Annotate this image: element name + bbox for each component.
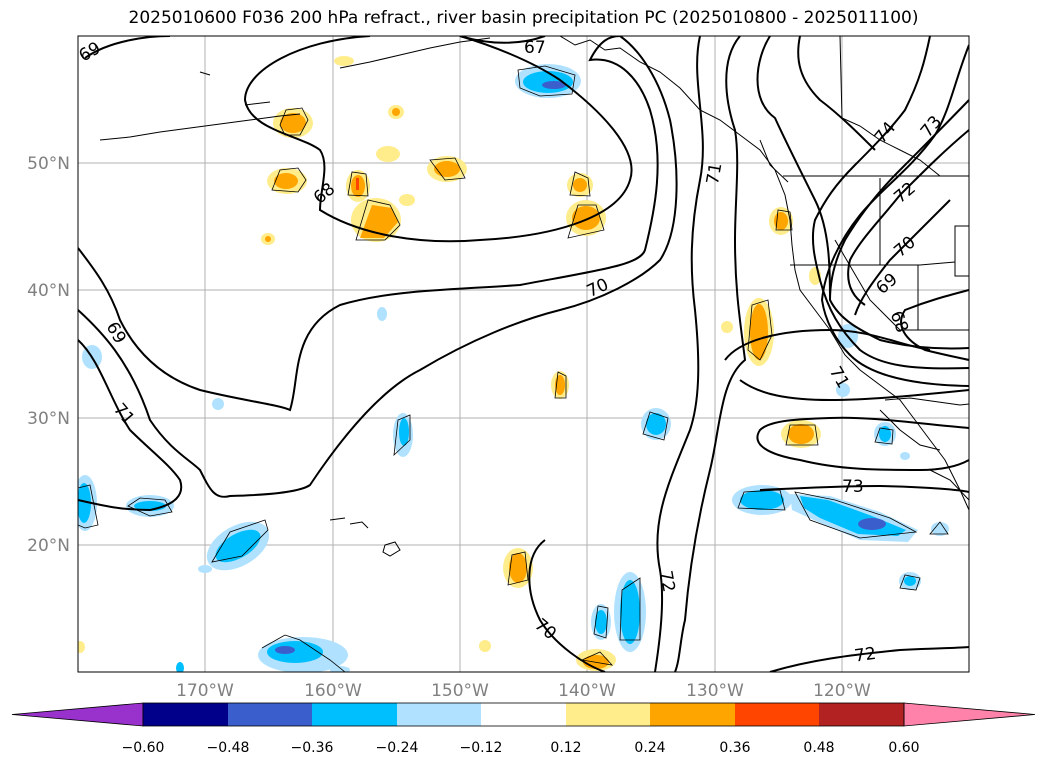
colorbar-tick: 0.48 xyxy=(803,740,834,756)
colorbar-border xyxy=(142,702,905,727)
lat-label: 20°N xyxy=(27,536,70,556)
colorbar-tick: −0.60 xyxy=(122,740,165,756)
colorbar-segment xyxy=(481,703,566,726)
colorbar-tick: −0.24 xyxy=(376,740,419,756)
lon-label: 150°W xyxy=(431,681,489,701)
contour-label: 72 xyxy=(655,569,678,594)
lon-label: 140°W xyxy=(558,681,616,701)
colorbar-tick: 0.24 xyxy=(634,740,665,756)
colorbar-segment xyxy=(735,703,819,726)
contour-label: 72 xyxy=(853,644,877,667)
refractivity-contours xyxy=(78,36,969,672)
lat-label: 30°N xyxy=(27,409,70,429)
colorbar-extend-min xyxy=(11,702,144,727)
colorbar-segment xyxy=(312,703,397,726)
colorbar-tick: −0.12 xyxy=(460,740,503,756)
colorbar-segment xyxy=(650,703,735,726)
colorbar-segment xyxy=(566,703,650,726)
lon-label: 120°W xyxy=(813,681,871,701)
longitude-labels: 170°W 160°W 150°W 140°W 130°W 120°W xyxy=(176,681,871,701)
colorbar-segment xyxy=(143,703,228,726)
colorbar-tick: 0.12 xyxy=(550,740,581,756)
colorbar-segment xyxy=(397,703,481,726)
colorbar xyxy=(11,702,1036,727)
colorbar-tick: 0.36 xyxy=(719,740,750,756)
anomaly-outlines xyxy=(78,65,949,672)
contour-label: 71 xyxy=(703,161,726,186)
colorbar-extend-max xyxy=(903,702,1036,727)
lon-label: 160°W xyxy=(304,681,362,701)
colorbar-tick-labels: −0.60 −0.48 −0.36 −0.24 −0.12 0.12 0.24 … xyxy=(122,740,920,756)
lat-label: 50°N xyxy=(27,154,70,174)
coastlines xyxy=(99,36,969,557)
negative-anomaly-shading xyxy=(78,64,949,672)
map-title: 2025010600 F036 200 hPa refract., river … xyxy=(128,8,919,28)
colorbar-tick: −0.36 xyxy=(291,740,334,756)
colorbar-tick: −0.48 xyxy=(207,740,250,756)
colorbar-tick: 0.60 xyxy=(888,740,919,756)
colorbar-segment xyxy=(819,703,904,726)
positive-anomaly-shading xyxy=(78,56,821,671)
contour-label: 73 xyxy=(842,477,864,497)
map-frame xyxy=(77,35,970,673)
lat-label: 40°N xyxy=(27,281,70,301)
lon-label: 130°W xyxy=(686,681,744,701)
contour-label: 67 xyxy=(524,38,546,58)
colorbar-segment xyxy=(228,703,312,726)
latitude-labels: 50°N 40°N 30°N 20°N xyxy=(27,154,70,556)
lon-label: 170°W xyxy=(176,681,234,701)
